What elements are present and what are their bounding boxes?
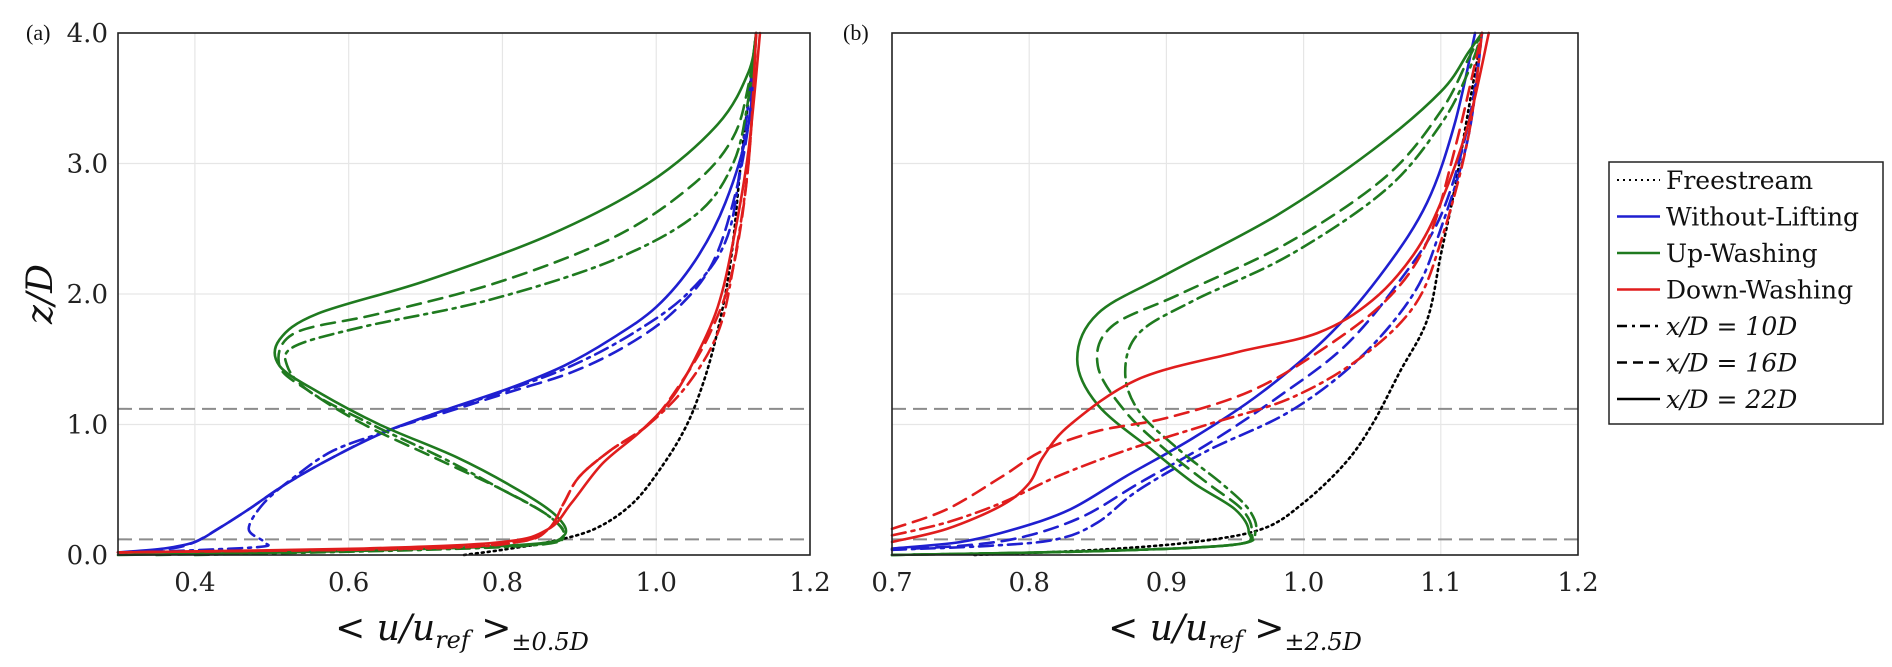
series-up-washing-x-d-22d bbox=[890, 31, 1484, 557]
x-tick-label-3: 1.0 bbox=[636, 568, 677, 598]
panel-b-label: (b) bbox=[843, 20, 869, 45]
x-tick-label-5: 1.2 bbox=[1557, 568, 1598, 598]
x-tick-label-2: 0.8 bbox=[482, 568, 523, 598]
plot-frame-b bbox=[891, 32, 1579, 556]
series-without-lifting-x-d-10d bbox=[139, 31, 758, 554]
reference-lines-b bbox=[892, 407, 1578, 541]
panel-a-label: (a) bbox=[26, 20, 50, 45]
x-ticks-b: 0.7 0.8 0.9 1.0 1.1 1.2 bbox=[871, 568, 1598, 598]
x-tick-label-3: 1.0 bbox=[1283, 568, 1324, 598]
x-tick-label-1: 0.8 bbox=[1009, 568, 1050, 598]
curves-b bbox=[890, 31, 1491, 557]
legend-label-freestream: Freestream bbox=[1666, 166, 1813, 195]
x-tick-label-4: 1.1 bbox=[1420, 568, 1461, 598]
x-tick-label-0: 0.4 bbox=[174, 568, 215, 598]
y-tick-label-1: 1.0 bbox=[67, 411, 108, 441]
grid-a bbox=[118, 32, 811, 556]
x-axis-label-a: < u/uref >±0.5D bbox=[335, 608, 589, 656]
y-axis-label-a: z/D bbox=[20, 264, 61, 325]
panel-a: (a) 0.4 0.6 0.8 1.0 1.2 0.0 1.0 2.0 3.0 4.0 < u/… bbox=[20, 19, 831, 656]
legend-label-x-d-10d: x/D = 10D bbox=[1666, 312, 1797, 341]
x-tick-label-0: 0.7 bbox=[871, 568, 912, 598]
legend-entries: Freestream Without-Lifting Up-Washing Down-… bbox=[1617, 166, 1859, 414]
legend-label-without-lifting: Without-Lifting bbox=[1666, 203, 1859, 232]
legend: Freestream Without-Lifting Up-Washing Down-… bbox=[1608, 161, 1884, 425]
x-tick-label-2: 0.9 bbox=[1146, 568, 1187, 598]
series-up-washing-x-d-22d bbox=[116, 31, 758, 557]
x-axis-label-b: < u/uref >±2.5D bbox=[1108, 608, 1362, 656]
x-tick-label-1: 0.6 bbox=[328, 568, 369, 598]
legend-label-up-washing: Up-Washing bbox=[1666, 239, 1818, 268]
panel-b: (b) 0.7 0.8 0.9 1.0 1.1 1.2 < u/uref >±2.5D bbox=[843, 20, 1599, 656]
y-ticks-a: 0.0 1.0 2.0 3.0 4.0 bbox=[67, 19, 108, 571]
x-tick-label-4: 1.2 bbox=[789, 568, 830, 598]
series-down-washing-x-d-22d bbox=[890, 31, 1491, 544]
reference-lines-a bbox=[118, 407, 810, 541]
series-without-lifting-x-d-22d bbox=[890, 31, 1477, 550]
series-down-washing-x-d-22d bbox=[116, 31, 762, 554]
y-tick-label-3: 3.0 bbox=[67, 150, 108, 180]
series-down-washing-x-d-16d bbox=[890, 31, 1484, 531]
series-without-lifting-x-d-16d bbox=[124, 31, 758, 554]
x-ticks-a: 0.4 0.6 0.8 1.0 1.2 bbox=[174, 568, 830, 598]
y-tick-label-0: 0.0 bbox=[67, 541, 108, 571]
y-tick-label-4: 4.0 bbox=[67, 19, 108, 49]
y-tick-label-2: 2.0 bbox=[67, 280, 108, 310]
series-down-washing-x-d-10d bbox=[890, 31, 1484, 537]
curves-a bbox=[116, 31, 762, 557]
legend-label-x-d-16d: x/D = 16D bbox=[1666, 349, 1797, 378]
plot-frame-a bbox=[117, 32, 811, 556]
legend-box bbox=[1608, 161, 1884, 425]
grid-b bbox=[891, 32, 1579, 556]
series-down-washing-x-d-16d bbox=[116, 31, 758, 554]
series-without-lifting-x-d-22d bbox=[116, 31, 758, 554]
legend-label-down-washing: Down-Washing bbox=[1666, 276, 1853, 305]
series-down-washing-x-d-10d bbox=[116, 31, 758, 554]
series-without-lifting-x-d-10d bbox=[890, 31, 1484, 552]
legend-label-x-d-22d: x/D = 22D bbox=[1666, 385, 1797, 414]
